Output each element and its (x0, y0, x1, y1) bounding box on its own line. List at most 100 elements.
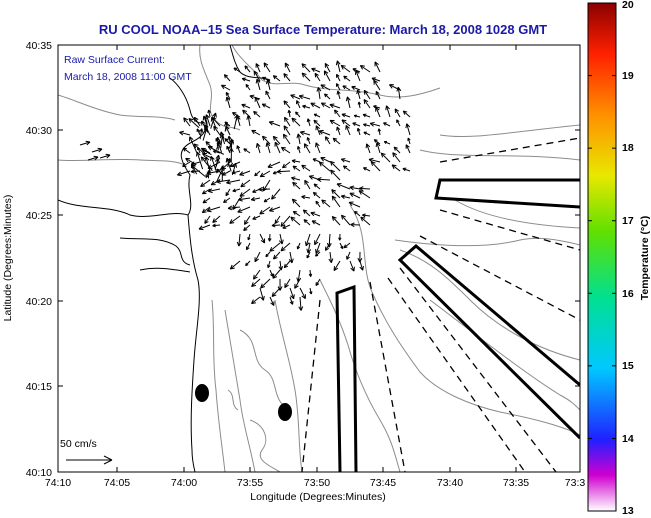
current-vector (351, 85, 361, 91)
current-vector (268, 120, 281, 127)
current-vector (79, 140, 91, 146)
current-vector (336, 126, 341, 136)
current-vector (315, 200, 321, 208)
current-vector (196, 128, 201, 136)
current-vector (251, 129, 261, 136)
current-vector (356, 127, 361, 136)
current-vector (225, 96, 231, 109)
current-vector (350, 222, 361, 228)
current-vector (271, 287, 281, 297)
current-vector (311, 220, 321, 226)
current-vector (349, 185, 361, 191)
current-vector (287, 109, 292, 118)
current-vector (358, 186, 371, 192)
current-vector (298, 296, 304, 311)
current-vector (231, 162, 238, 176)
current-vector (336, 73, 341, 82)
current-vector (289, 296, 294, 305)
current-vector (221, 84, 231, 91)
current-annotation-line1: Raw Surface Current: (64, 54, 165, 66)
current-vector (243, 215, 251, 225)
current-vector (373, 105, 381, 109)
current-vector (402, 110, 411, 118)
current-vector (290, 216, 301, 226)
current-vector (373, 79, 381, 91)
colorbar-tick-label: 13 (622, 505, 634, 517)
current-vector (302, 104, 311, 109)
shipping-channels (335, 178, 580, 472)
coastline (58, 45, 271, 472)
current-vector (283, 73, 291, 82)
current-vector (310, 211, 321, 217)
current-vector (229, 260, 241, 270)
current-vector (341, 119, 351, 127)
current-vector (299, 130, 311, 136)
current-vector (312, 191, 321, 199)
y-tick-label: 40:10 (26, 467, 52, 479)
current-vector (99, 153, 111, 159)
current-vector (373, 139, 381, 145)
current-vector (393, 146, 401, 154)
current-vector (335, 83, 341, 91)
current-vector (375, 106, 381, 118)
current-vector (245, 260, 251, 267)
current-vector (227, 205, 241, 211)
current-vector (253, 269, 261, 280)
current-vector (243, 148, 251, 154)
current-vector (223, 197, 231, 203)
buoy-marker-west (195, 384, 209, 402)
current-vector (193, 116, 201, 127)
current-vector (238, 196, 251, 202)
current-vector (324, 93, 331, 100)
x-axis-tick-labels: 74:10 74:05 74:00 73:55 73:50 73:45 73:4… (45, 477, 586, 489)
y-tick-label: 40:30 (26, 125, 52, 137)
current-vector (346, 251, 351, 260)
current-vector (310, 102, 321, 109)
current-vector (315, 142, 321, 154)
current-vector (304, 233, 311, 247)
current-vector (358, 190, 371, 199)
current-vector (359, 64, 371, 73)
current-vector (323, 70, 331, 82)
current-vector (202, 149, 212, 156)
current-vector (177, 170, 191, 177)
current-vector (302, 209, 311, 217)
current-vector (380, 152, 391, 163)
current-vector (291, 176, 301, 181)
bathymetry-contours (58, 45, 580, 472)
current-vector (247, 233, 251, 241)
current-vector (369, 121, 381, 127)
current-vector (292, 165, 301, 172)
current-vector (226, 158, 232, 168)
current-vector (210, 112, 217, 129)
current-vector (284, 62, 291, 73)
current-vector (303, 219, 311, 226)
current-vector (229, 138, 235, 153)
current-vector (314, 72, 321, 82)
current-vector (370, 161, 381, 172)
current-vector (260, 278, 271, 289)
current-vector (283, 125, 291, 136)
colorbar-tick-label: 14 (622, 433, 634, 445)
current-vector (266, 79, 271, 91)
current-vector (261, 103, 271, 109)
current-vector (289, 287, 295, 300)
y-axis-tick-labels: 40:35 40:30 40:25 40:20 40:15 40:10 (26, 40, 52, 479)
current-vector (243, 224, 251, 231)
current-vector (363, 99, 371, 109)
current-vector (315, 125, 321, 136)
current-vector (212, 215, 221, 223)
current-vector (315, 278, 321, 286)
current-vector (313, 183, 321, 190)
current-vector (331, 195, 341, 208)
current-vector (259, 170, 271, 178)
current-vector (394, 108, 401, 118)
current-vector (223, 122, 229, 132)
current-vector (244, 65, 251, 73)
current-vector (299, 287, 306, 299)
current-vector (288, 251, 294, 264)
current-vector (295, 111, 301, 118)
current-vector (252, 215, 261, 220)
colorbar-tick-label: 18 (622, 142, 634, 154)
